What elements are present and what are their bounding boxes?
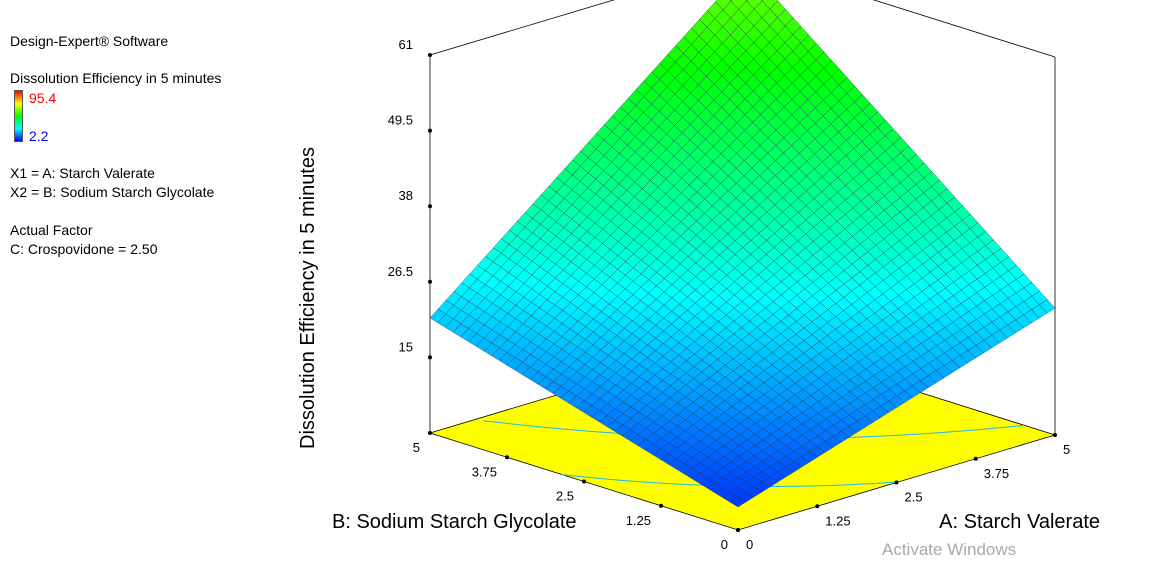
x-tick-mark	[973, 456, 978, 461]
z-tick-mark	[428, 279, 432, 284]
x-tick-label: 3.75	[984, 466, 1009, 481]
x-tick-mark	[894, 480, 899, 485]
x-axis-title: A: Starch Valerate	[939, 511, 1100, 533]
box-top-edge	[429, 0, 1056, 58]
actual-factor-value: C: Crospovidone = 2.50	[10, 241, 158, 257]
y-tick-mark	[659, 503, 663, 508]
color-scale-max: 95.4	[29, 90, 57, 106]
z-tick-mark	[428, 204, 432, 209]
y-tick-mark	[428, 431, 432, 435]
z-tick-label: 38	[399, 188, 413, 203]
actual-factor-heading: Actual Factor	[10, 222, 93, 238]
z-tick-label: 61	[399, 37, 413, 52]
y-tick-label: 2.5	[556, 489, 574, 504]
factor-x1: X1 = A: Starch Valerate	[10, 165, 155, 181]
activate-windows-watermark: Activate Windows	[882, 540, 1017, 559]
x-tick-mark	[1053, 433, 1057, 437]
z-tick-mark	[428, 128, 432, 133]
y-axis-title: B: Sodium Starch Glycolate	[332, 511, 577, 533]
surface-cell	[729, 0, 733, 2]
x-tick-label: 5	[1063, 442, 1070, 457]
color-scale-bar	[14, 90, 23, 142]
response-surface	[429, 0, 1056, 508]
z-tick-label: 26.5	[388, 264, 413, 279]
software-name: Design-Expert® Software	[10, 33, 169, 49]
y-tick-label: 3.75	[472, 464, 497, 479]
y-tick-label: 0	[721, 537, 728, 552]
z-tick-label: 15	[399, 339, 413, 354]
y-tick-label: 1.25	[626, 513, 651, 528]
x-tick-label: 1.25	[825, 513, 850, 528]
x-tick-label: 2.5	[905, 490, 923, 505]
z-tick-mark	[428, 355, 432, 360]
axis-ticks: 0 1.25 2.5 3.75 5 0 1.25 2.5 3.75 5 15 26.5 38 49.5 61…	[297, 37, 1100, 552]
y-tick-mark	[736, 528, 740, 532]
y-tick-label: 5	[413, 440, 420, 455]
z-tick-label: 49.5	[388, 113, 413, 128]
factor-x2: X2 = B: Sodium Starch Glycolate	[10, 184, 215, 200]
y-tick-mark	[505, 455, 509, 460]
z-axis-title: Dissolution Efficiency in 5 minutes	[297, 147, 319, 449]
surface-cell	[729, 496, 747, 508]
color-scale-min: 2.2	[29, 128, 49, 144]
z-tick-mark	[428, 53, 432, 57]
x-tick-mark	[815, 504, 820, 509]
x-tick-label: 0	[746, 537, 753, 552]
response-title: Dissolution Efficiency in 5 minutes	[10, 70, 222, 86]
y-tick-mark	[582, 479, 586, 484]
